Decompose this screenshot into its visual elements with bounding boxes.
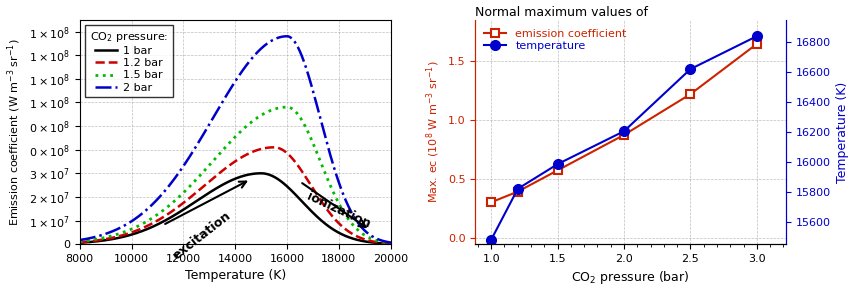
1 bar bbox=[108, 237, 118, 241]
2 bar bbox=[398, 242, 409, 246]
emission coefficient bbox=[552, 168, 563, 172]
Text: ionization: ionization bbox=[305, 190, 373, 230]
2 bar bbox=[217, 100, 227, 104]
1.2 bar bbox=[205, 178, 215, 182]
Line: 2 bar: 2 bar bbox=[80, 36, 404, 244]
temperature bbox=[686, 67, 696, 71]
Text: Normal maximum values of: Normal maximum values of bbox=[475, 6, 648, 19]
1 bar bbox=[333, 231, 344, 234]
Text: excitation: excitation bbox=[170, 209, 233, 263]
temperature bbox=[619, 129, 629, 133]
1.5 bar bbox=[205, 162, 215, 165]
Y-axis label: Emission coefficient (W m$^{-3}$ sr$^{-1}$): Emission coefficient (W m$^{-3}$ sr$^{-1… bbox=[5, 38, 23, 226]
temperature bbox=[513, 187, 523, 191]
Line: 1.5 bar: 1.5 bar bbox=[80, 107, 404, 244]
emission coefficient bbox=[619, 133, 629, 137]
1 bar bbox=[74, 241, 85, 244]
Y-axis label: Max. ec (10$^8$ W m$^{-3}$ sr$^{-1}$): Max. ec (10$^8$ W m$^{-3}$ sr$^{-1}$) bbox=[425, 61, 442, 203]
2 bar bbox=[281, 34, 292, 38]
emission coefficient bbox=[686, 92, 696, 96]
Line: 1 bar: 1 bar bbox=[80, 173, 404, 244]
Line: emission coefficient: emission coefficient bbox=[487, 40, 761, 206]
1.2 bar bbox=[217, 169, 227, 173]
1.2 bar bbox=[333, 221, 344, 225]
2 bar bbox=[108, 230, 118, 233]
2 bar bbox=[74, 238, 85, 242]
2 bar bbox=[333, 179, 344, 183]
emission coefficient bbox=[513, 190, 523, 193]
1.5 bar bbox=[281, 105, 292, 109]
1.5 bar bbox=[217, 149, 227, 152]
1 bar bbox=[256, 171, 266, 175]
Line: temperature: temperature bbox=[486, 31, 762, 244]
emission coefficient bbox=[486, 201, 497, 204]
temperature bbox=[486, 238, 497, 241]
1.2 bar bbox=[108, 236, 118, 239]
1.5 bar bbox=[108, 234, 118, 237]
1 bar bbox=[327, 227, 338, 231]
1 bar bbox=[217, 183, 227, 187]
Line: 1.2 bar: 1.2 bar bbox=[80, 147, 404, 244]
2 bar bbox=[205, 120, 215, 124]
Legend: emission coefficient, temperature: emission coefficient, temperature bbox=[481, 25, 630, 55]
1.5 bar bbox=[398, 242, 409, 246]
1.5 bar bbox=[327, 189, 338, 192]
temperature bbox=[552, 162, 563, 166]
X-axis label: Temperature (K): Temperature (K) bbox=[185, 270, 286, 282]
1.5 bar bbox=[333, 201, 344, 204]
2 bar bbox=[298, 56, 308, 59]
1.2 bar bbox=[268, 145, 279, 149]
1.5 bar bbox=[74, 240, 85, 243]
1.2 bar bbox=[298, 170, 308, 174]
1 bar bbox=[205, 190, 215, 194]
1.2 bar bbox=[398, 242, 409, 246]
temperature bbox=[752, 34, 762, 38]
1.2 bar bbox=[327, 215, 338, 218]
1 bar bbox=[398, 242, 409, 246]
Y-axis label: Temperature (K): Temperature (K) bbox=[836, 81, 850, 182]
X-axis label: CO$_2$ pressure (bar): CO$_2$ pressure (bar) bbox=[571, 270, 690, 286]
emission coefficient bbox=[752, 42, 762, 46]
1 bar bbox=[298, 200, 308, 204]
Legend: 1 bar, 1.2 bar, 1.5 bar, 2 bar: 1 bar, 1.2 bar, 1.5 bar, 2 bar bbox=[86, 25, 173, 97]
1.5 bar bbox=[298, 119, 308, 123]
1.2 bar bbox=[74, 241, 85, 244]
2 bar bbox=[327, 161, 338, 164]
